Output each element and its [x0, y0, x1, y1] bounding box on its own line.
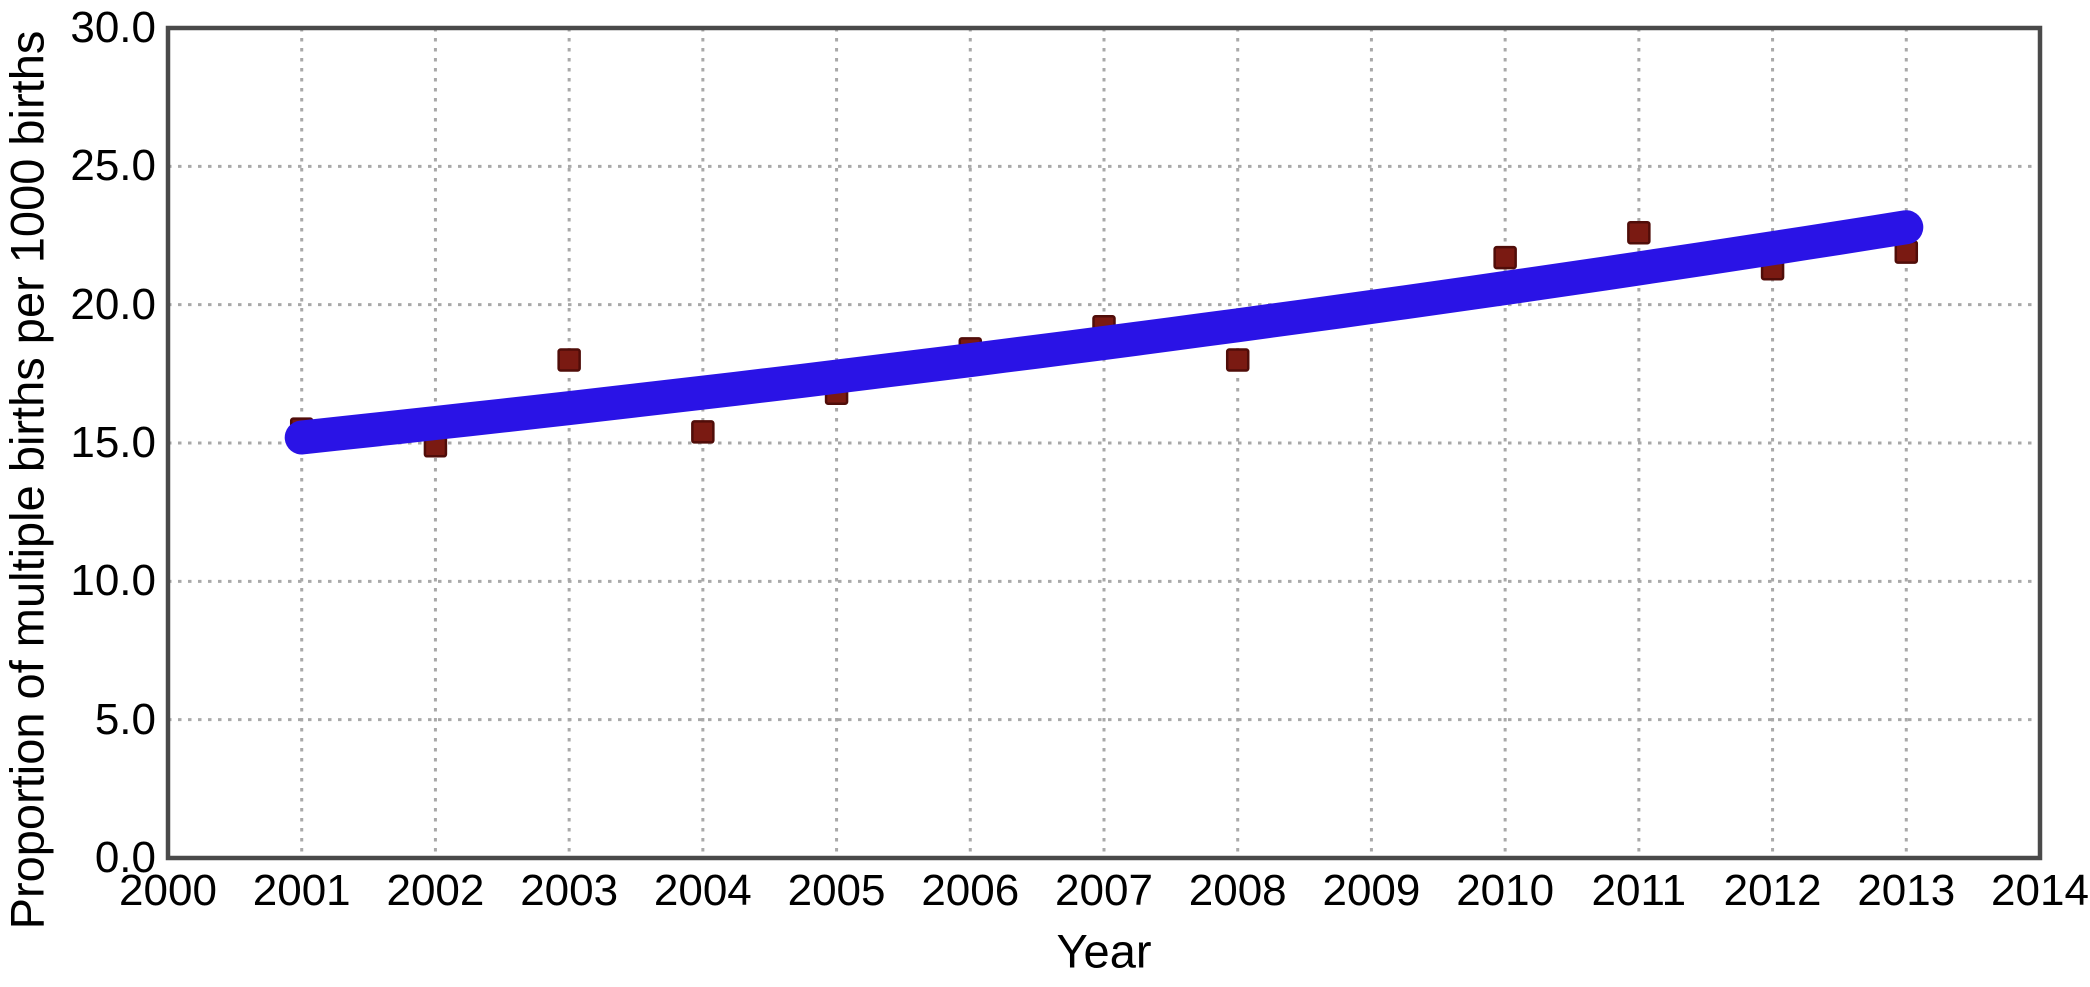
- x-tick-label: 2004: [653, 866, 752, 915]
- x-tick-label: 2014: [1991, 866, 2089, 915]
- y-tick-label: 25.0: [70, 141, 156, 191]
- data-point-square: [1627, 220, 1651, 245]
- x-axis-title: Year: [1056, 924, 1152, 978]
- y-tick-label: 15.0: [70, 418, 156, 467]
- x-tick-label: 2013: [1857, 866, 1956, 915]
- plot-border: [165, 25, 2043, 861]
- y-tick-label: 10.0: [70, 556, 156, 606]
- y-tick-label: 20.0: [70, 279, 156, 329]
- x-tick-label: 2003: [520, 866, 619, 915]
- y-axis-title: Proportion of multiple births per 1000 b…: [0, 30, 54, 930]
- data-point-square: [557, 348, 581, 372]
- x-tick-label: 2012: [1723, 866, 1822, 915]
- x-tick-label: 2010: [1456, 866, 1555, 915]
- x-tick-label: 2001: [252, 866, 351, 915]
- y-tick-label: 5.0: [94, 694, 156, 744]
- data-point-square: [691, 420, 715, 444]
- y-tick-label: 0.0: [94, 833, 156, 882]
- data-point-square: [1493, 245, 1517, 270]
- trend-line: [284, 210, 1924, 455]
- x-tick-label: 2008: [1188, 866, 1287, 915]
- x-tick-label: 2011: [1591, 866, 1687, 915]
- x-tick-label: 2002: [386, 866, 485, 915]
- y-tick-label: 30.0: [70, 3, 156, 52]
- data-point-square: [1225, 348, 1250, 372]
- x-tick-label: 2005: [787, 866, 886, 915]
- x-tick-label: 2006: [921, 866, 1020, 915]
- x-tick-label: 2009: [1322, 866, 1421, 915]
- x-tick-label: 2000: [119, 866, 217, 915]
- x-tick-label: 2007: [1055, 866, 1153, 915]
